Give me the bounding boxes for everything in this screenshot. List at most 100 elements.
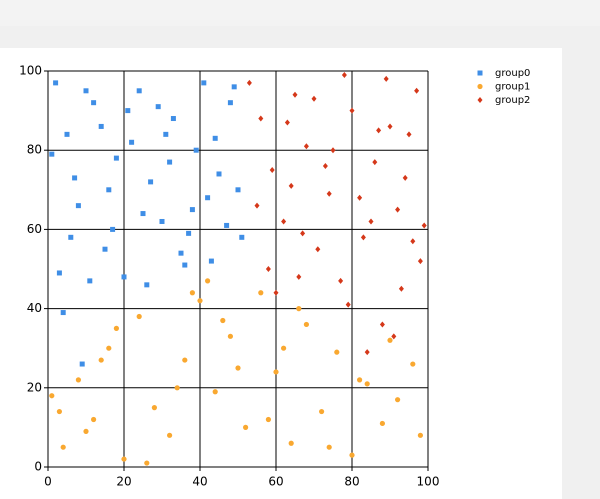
point (410, 361, 416, 367)
point (379, 420, 385, 427)
point (410, 238, 416, 245)
point (113, 325, 119, 331)
point (311, 95, 317, 102)
point (387, 123, 393, 130)
point (406, 131, 412, 138)
point (334, 349, 340, 355)
point (110, 226, 116, 232)
y-tick-label: 0 (34, 460, 42, 474)
point (87, 278, 93, 284)
point (197, 298, 203, 304)
point (303, 321, 309, 328)
point (231, 84, 237, 90)
point (174, 385, 180, 391)
point (170, 116, 176, 122)
point (56, 270, 62, 276)
point (417, 258, 423, 265)
point (205, 278, 211, 284)
point (167, 159, 173, 165)
point (364, 349, 370, 356)
x-tick-label: 60 (268, 475, 283, 489)
point (140, 211, 146, 217)
point (421, 222, 427, 229)
point (284, 119, 290, 126)
x-tick-label: 20 (116, 475, 131, 489)
point (288, 440, 294, 446)
point (273, 369, 279, 375)
point (136, 313, 142, 320)
point (265, 266, 271, 272)
point (364, 381, 370, 387)
point (102, 246, 108, 252)
point (186, 230, 192, 236)
point (319, 408, 325, 415)
point (167, 432, 173, 438)
point (341, 71, 347, 78)
point (49, 151, 55, 157)
y-tick-label: 80 (27, 143, 42, 157)
point (113, 155, 119, 161)
point (379, 321, 385, 328)
point (64, 131, 70, 137)
y-tick-label: 100 (19, 64, 42, 78)
point (83, 88, 89, 94)
point (376, 127, 382, 134)
point (163, 131, 169, 137)
legend-label: group1 (495, 82, 530, 93)
point (144, 460, 150, 466)
point (338, 277, 344, 284)
point (208, 258, 214, 264)
point (273, 289, 279, 296)
point (227, 333, 233, 339)
point (212, 389, 218, 395)
y-tick-label: 40 (27, 301, 42, 315)
point (398, 285, 404, 292)
point (155, 104, 161, 110)
point (91, 100, 97, 106)
point (144, 282, 150, 288)
point (235, 187, 241, 193)
point (349, 452, 355, 458)
point (60, 444, 66, 450)
point (205, 195, 211, 201)
point (193, 147, 199, 153)
point (330, 147, 336, 154)
point (151, 405, 157, 411)
point (387, 337, 393, 343)
point (265, 416, 271, 423)
legend: group0 group1 group2 (477, 68, 530, 106)
point (220, 317, 226, 324)
point (68, 234, 74, 240)
x-tick-label: 0 (44, 475, 52, 489)
point (360, 234, 366, 241)
point (368, 218, 374, 225)
point (296, 273, 302, 280)
point (72, 175, 78, 181)
point (357, 377, 363, 383)
point (349, 107, 355, 114)
point (269, 167, 275, 173)
point (98, 123, 104, 129)
point (224, 222, 230, 228)
legend-marker (477, 83, 483, 90)
point (239, 234, 245, 240)
point (227, 100, 233, 106)
point (246, 79, 252, 86)
y-tick-label: 60 (27, 222, 42, 236)
point (383, 75, 389, 82)
point (357, 194, 363, 201)
point (98, 357, 104, 363)
point (300, 230, 306, 237)
point (281, 218, 287, 225)
point (49, 393, 55, 399)
point (212, 135, 218, 141)
point (391, 333, 397, 340)
point (121, 456, 127, 462)
point (292, 91, 298, 98)
point (258, 290, 264, 296)
point (60, 310, 66, 316)
legend-marker (477, 97, 483, 103)
point (182, 357, 188, 363)
point (414, 87, 420, 94)
